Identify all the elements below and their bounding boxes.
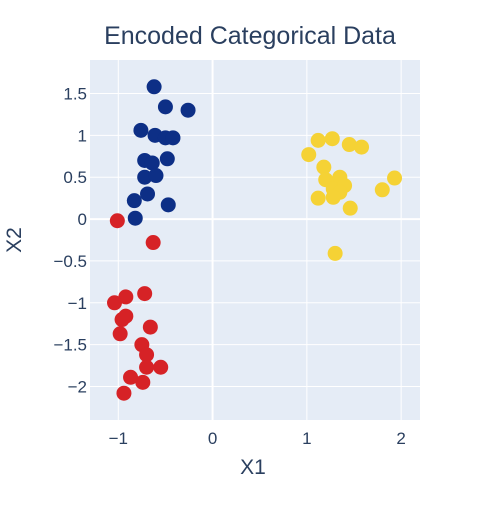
x-tick-label: 1 (302, 429, 311, 448)
data-point (374, 182, 390, 198)
data-point (133, 122, 149, 138)
data-point (140, 186, 156, 202)
data-point (123, 369, 139, 385)
data-point (146, 79, 162, 95)
data-point (157, 99, 173, 115)
y-tick-label: −1.5 (53, 336, 87, 355)
data-point (112, 326, 128, 342)
x-tick-label: −1 (109, 429, 128, 448)
data-point (159, 151, 175, 167)
y-tick-label: 1 (78, 126, 87, 145)
data-point (316, 159, 332, 175)
series-3 (301, 131, 403, 261)
y-axis-title: X2 (3, 227, 26, 253)
data-point (342, 200, 358, 216)
data-point (354, 139, 370, 155)
data-point (387, 170, 403, 186)
data-point (327, 245, 343, 261)
data-point (160, 197, 176, 213)
data-point (145, 235, 161, 251)
data-point (148, 168, 164, 184)
grid-lines (90, 60, 420, 420)
data-point (137, 169, 153, 185)
y-tick-label: 0 (78, 210, 87, 229)
x-tick-label: 2 (396, 429, 405, 448)
data-point (135, 374, 151, 390)
data-point (118, 289, 134, 305)
chart-title: Encoded Categorical Data (104, 22, 396, 50)
data-point (341, 137, 357, 153)
data-point (127, 210, 143, 226)
data-point (144, 155, 160, 171)
series-1 (126, 79, 196, 226)
data-point (139, 359, 155, 375)
data-point (310, 132, 326, 148)
data-point (180, 102, 196, 118)
data-point (137, 286, 153, 302)
data-point (153, 359, 169, 375)
y-tick-label: −2 (68, 378, 87, 397)
y-tick-labels: 1.5 1 0.5 0 −0.5 −1 −1.5 −2 (53, 84, 87, 396)
data-point (116, 385, 132, 401)
data-point (139, 347, 155, 363)
data-point (142, 319, 158, 335)
y-tick-label: 1.5 (63, 84, 87, 103)
data-point (118, 308, 134, 324)
y-tick-label: −0.5 (53, 252, 87, 271)
data-point (165, 130, 181, 146)
x-tick-label: 0 (208, 429, 217, 448)
data-point (310, 190, 326, 206)
x-tick-labels: −1 0 1 2 (109, 429, 406, 448)
data-point (324, 131, 340, 147)
data-point (109, 213, 125, 229)
y-tick-label: −1 (68, 294, 87, 313)
data-point (107, 295, 123, 311)
data-points (107, 79, 403, 401)
x-axis-title: X1 (240, 456, 266, 479)
series-2 (107, 213, 169, 401)
data-point (325, 189, 341, 205)
data-point (301, 147, 317, 163)
y-tick-label: 0.5 (63, 168, 87, 187)
data-point (126, 193, 142, 209)
